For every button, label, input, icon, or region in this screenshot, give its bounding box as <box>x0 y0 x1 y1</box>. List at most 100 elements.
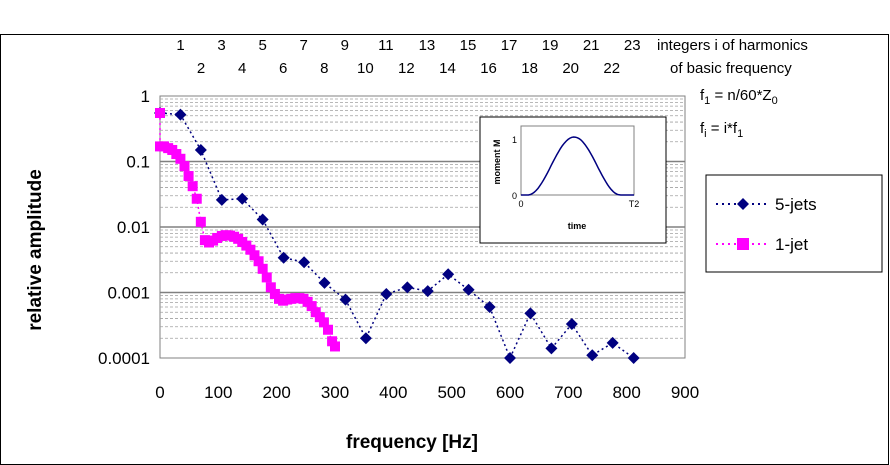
inset-xtick-0: 0 <box>518 199 523 209</box>
x-tick-label: 500 <box>437 383 465 402</box>
x-axis-ticks: 0 100 200 300 400 500 600 700 800 900 <box>155 383 699 402</box>
data-point-diamond <box>442 268 455 281</box>
y-tick-label: 0.001 <box>107 284 150 303</box>
harmonic-label-odd: 17 <box>501 37 518 54</box>
data-point-diamond <box>606 336 619 349</box>
harmonic-label-even: 8 <box>320 60 328 77</box>
y-tick-label: 1 <box>141 87 150 106</box>
harmonic-label-odd: 3 <box>217 37 225 54</box>
y-tick-label: 0.1 <box>126 153 150 172</box>
inset-x-label: time <box>568 221 587 231</box>
data-point-diamond <box>339 293 352 306</box>
data-point-diamond <box>318 276 331 289</box>
inset-moment-plot: moment M 1 0 0 T2 time <box>479 116 667 244</box>
harmonic-label-even: 20 <box>562 60 579 77</box>
legend-box <box>705 174 883 273</box>
x-tick-label: 800 <box>612 383 640 402</box>
harmonic-label-odd: 1 <box>176 37 184 54</box>
data-point-diamond <box>586 349 599 362</box>
data-point-diamond <box>298 256 311 269</box>
data-point-diamond <box>483 301 496 314</box>
x-tick-label: 700 <box>554 383 582 402</box>
x-tick-label: 600 <box>496 383 524 402</box>
data-point-square <box>265 282 276 293</box>
harmonic-label-even: 16 <box>480 60 497 77</box>
harmonic-label-odd: 9 <box>341 37 349 54</box>
inset-moment-curve <box>521 136 634 196</box>
harmonic-label-odd: 11 <box>378 37 394 54</box>
legend-marker-5-jets <box>737 198 749 210</box>
data-point-diamond <box>380 287 393 300</box>
data-point-diamond <box>462 283 475 296</box>
harmonic-label-odd: 19 <box>542 37 559 54</box>
formula-fi: fi = i*f1 <box>700 120 743 140</box>
data-point-square <box>257 263 268 274</box>
harmonic-labels: 1 3 5 7 9 11 13 15 17 19 21 232 4 6 8 10 12 14 16 18 20 22 <box>176 37 640 77</box>
x-tick-label: 100 <box>204 383 232 402</box>
data-point-diamond <box>524 307 537 320</box>
harmonic-label-even: 18 <box>521 60 538 77</box>
harmonic-label-odd: 21 <box>583 37 600 54</box>
data-point-diamond <box>359 332 372 345</box>
inset-xtick-t2: T2 <box>629 199 640 209</box>
data-point-square <box>314 312 325 323</box>
harmonic-label-even: 6 <box>279 60 287 77</box>
data-point-square <box>253 256 264 267</box>
harmonic-label-odd: 13 <box>419 37 436 54</box>
y-tick-label: 0.0001 <box>98 349 150 368</box>
legend-label-5-jets: 5-jets <box>775 195 817 214</box>
data-point-square <box>183 171 194 182</box>
harmonic-label-odd: 5 <box>258 37 266 54</box>
inset-ytick-0: 0 <box>512 191 517 201</box>
data-point-diamond <box>236 192 249 205</box>
harmonic-label-even: 2 <box>197 60 205 77</box>
data-point-square <box>249 250 260 261</box>
data-point-diamond <box>256 213 269 226</box>
x-tick-label: 300 <box>321 383 349 402</box>
harmonics-label-line1: integers i of harmonics <box>657 37 808 54</box>
harmonic-label-even: 14 <box>439 60 456 77</box>
harmonic-label-even: 12 <box>398 60 415 77</box>
series-line <box>159 112 635 360</box>
harmonic-label-even: 4 <box>238 60 246 77</box>
data-point-diamond <box>504 352 516 364</box>
data-point-diamond <box>401 281 414 294</box>
x-tick-label: 900 <box>671 383 699 402</box>
data-point-square <box>318 317 329 328</box>
series-5-jets <box>154 107 640 364</box>
harmonic-label-odd: 7 <box>300 37 308 54</box>
formula-f1: f1 = n/60*Z0 <box>700 87 778 107</box>
data-point-square <box>327 336 338 347</box>
data-point-diamond <box>277 251 290 264</box>
data-point-square <box>195 216 206 227</box>
data-point-diamond <box>174 108 187 121</box>
x-tick-label: 400 <box>379 383 407 402</box>
data-point-square <box>175 153 186 164</box>
y-tick-label: 0.01 <box>117 218 150 237</box>
data-point-square <box>191 193 202 204</box>
data-point-diamond <box>215 193 228 206</box>
data-point-square <box>261 272 272 283</box>
data-point-square <box>187 181 198 192</box>
inset-plot-area <box>520 125 635 196</box>
y-axis-ticks: 1 0.1 0.01 0.001 0.0001 <box>98 87 150 368</box>
data-point-diamond <box>194 143 207 156</box>
data-point-square <box>245 244 256 255</box>
harmonic-label-even: 22 <box>603 60 620 77</box>
data-point-diamond <box>421 285 434 298</box>
data-point-square <box>306 301 317 312</box>
data-point-diamond <box>545 342 558 355</box>
harmonics-label-line2: of basic frequency <box>670 60 792 77</box>
data-point-square <box>323 324 333 335</box>
x-tick-label: 0 <box>155 383 164 402</box>
legend-label-1-jet: 1-jet <box>775 235 808 254</box>
legend-marker-1-jet <box>737 238 749 250</box>
inset-ytick-1: 1 <box>512 135 517 145</box>
series-1-jet <box>155 108 340 352</box>
harmonic-label-odd: 15 <box>460 37 477 54</box>
data-point-diamond <box>565 318 578 331</box>
x-tick-label: 200 <box>262 383 290 402</box>
data-point-square <box>155 108 165 119</box>
